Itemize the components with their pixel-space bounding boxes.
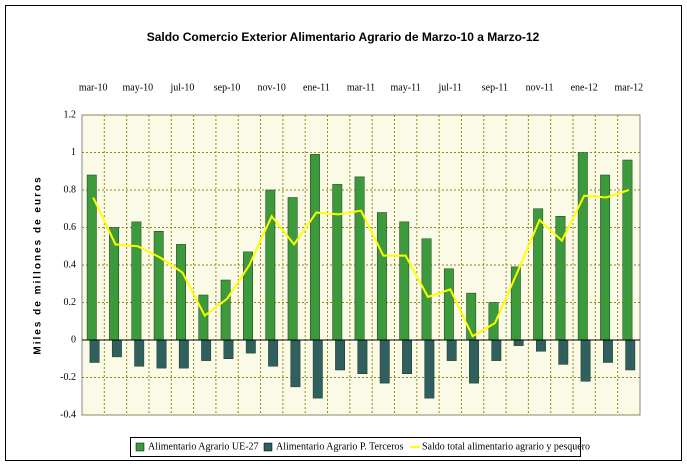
bar bbox=[223, 339, 234, 359]
legend-label: Alimentario Agrario P. Terceros bbox=[276, 441, 404, 452]
x-tick-label: mar-12 bbox=[614, 82, 643, 93]
chart-title: Saldo Comercio Exterior Alimentario Agra… bbox=[147, 30, 540, 44]
bar bbox=[469, 339, 479, 384]
legend-label: Saldo total alimentario agrario y pesque… bbox=[422, 441, 590, 452]
y-tick-label: 0.6 bbox=[64, 222, 77, 233]
bar bbox=[156, 339, 167, 369]
line bbox=[92, 189, 630, 338]
bar bbox=[491, 339, 502, 361]
bar bbox=[513, 339, 524, 346]
y-tick-label: 0 bbox=[71, 334, 76, 345]
bar bbox=[424, 339, 435, 399]
bar bbox=[354, 176, 365, 341]
bar bbox=[446, 339, 457, 361]
bar bbox=[335, 339, 346, 371]
bar bbox=[399, 221, 410, 341]
bar bbox=[176, 244, 186, 341]
y-tick-label: 0.8 bbox=[64, 184, 77, 195]
bar bbox=[290, 339, 301, 388]
bar bbox=[376, 212, 387, 341]
x-tick-label: jul-11 bbox=[438, 82, 463, 93]
bar bbox=[602, 339, 613, 363]
x-tick-label: jul-10 bbox=[169, 82, 194, 93]
bar bbox=[558, 339, 569, 365]
bar bbox=[89, 339, 100, 363]
bar bbox=[245, 339, 256, 354]
bar bbox=[357, 339, 368, 374]
bar bbox=[580, 339, 591, 382]
bar bbox=[577, 152, 588, 341]
y-tick-label: 0.4 bbox=[64, 259, 77, 270]
x-tick-label: ene-11 bbox=[303, 82, 330, 93]
x-tick-label: nov-11 bbox=[526, 82, 554, 93]
y-tick-label: 0.2 bbox=[64, 297, 77, 308]
bar bbox=[220, 279, 231, 341]
x-tick-label: sep-10 bbox=[214, 82, 241, 93]
bar bbox=[536, 339, 546, 352]
x-tick-label: ene-12 bbox=[571, 82, 598, 93]
bar bbox=[622, 159, 633, 341]
y-tick-label: 1.2 bbox=[64, 109, 77, 120]
bar bbox=[178, 339, 189, 369]
bar bbox=[379, 339, 390, 384]
bar bbox=[312, 339, 323, 399]
x-tick-label: may-11 bbox=[391, 82, 421, 93]
bar bbox=[131, 221, 142, 341]
bar bbox=[153, 231, 164, 341]
bar bbox=[134, 339, 145, 367]
bar bbox=[265, 189, 276, 341]
y-tick-label: 1 bbox=[71, 147, 76, 158]
x-tick-label: sep-11 bbox=[482, 82, 508, 93]
y-tick-label: -0.4 bbox=[60, 409, 76, 420]
legend-swatch bbox=[135, 442, 145, 452]
bar bbox=[625, 339, 636, 371]
bar bbox=[402, 339, 412, 374]
legend-swatch bbox=[263, 442, 273, 452]
bar bbox=[201, 339, 212, 361]
bar bbox=[111, 339, 122, 358]
y-tick-label: -0.2 bbox=[60, 372, 76, 383]
bar bbox=[533, 208, 544, 341]
legend-label: Alimentario Agrario UE-27 bbox=[148, 441, 259, 452]
x-tick-label: mar-10 bbox=[79, 82, 108, 93]
bar bbox=[600, 174, 611, 341]
bar bbox=[268, 339, 279, 367]
x-tick-label: mar-11 bbox=[347, 82, 375, 93]
bar bbox=[243, 251, 253, 341]
bar bbox=[287, 197, 298, 341]
bar bbox=[332, 184, 343, 341]
bar bbox=[443, 268, 454, 341]
x-tick-label: may-10 bbox=[123, 82, 154, 93]
y-axis-label: Miles de millones de euros bbox=[33, 175, 44, 354]
legend-box bbox=[130, 437, 581, 457]
bar bbox=[310, 154, 320, 341]
x-tick-label: nov-10 bbox=[258, 82, 286, 93]
bar bbox=[198, 294, 209, 341]
